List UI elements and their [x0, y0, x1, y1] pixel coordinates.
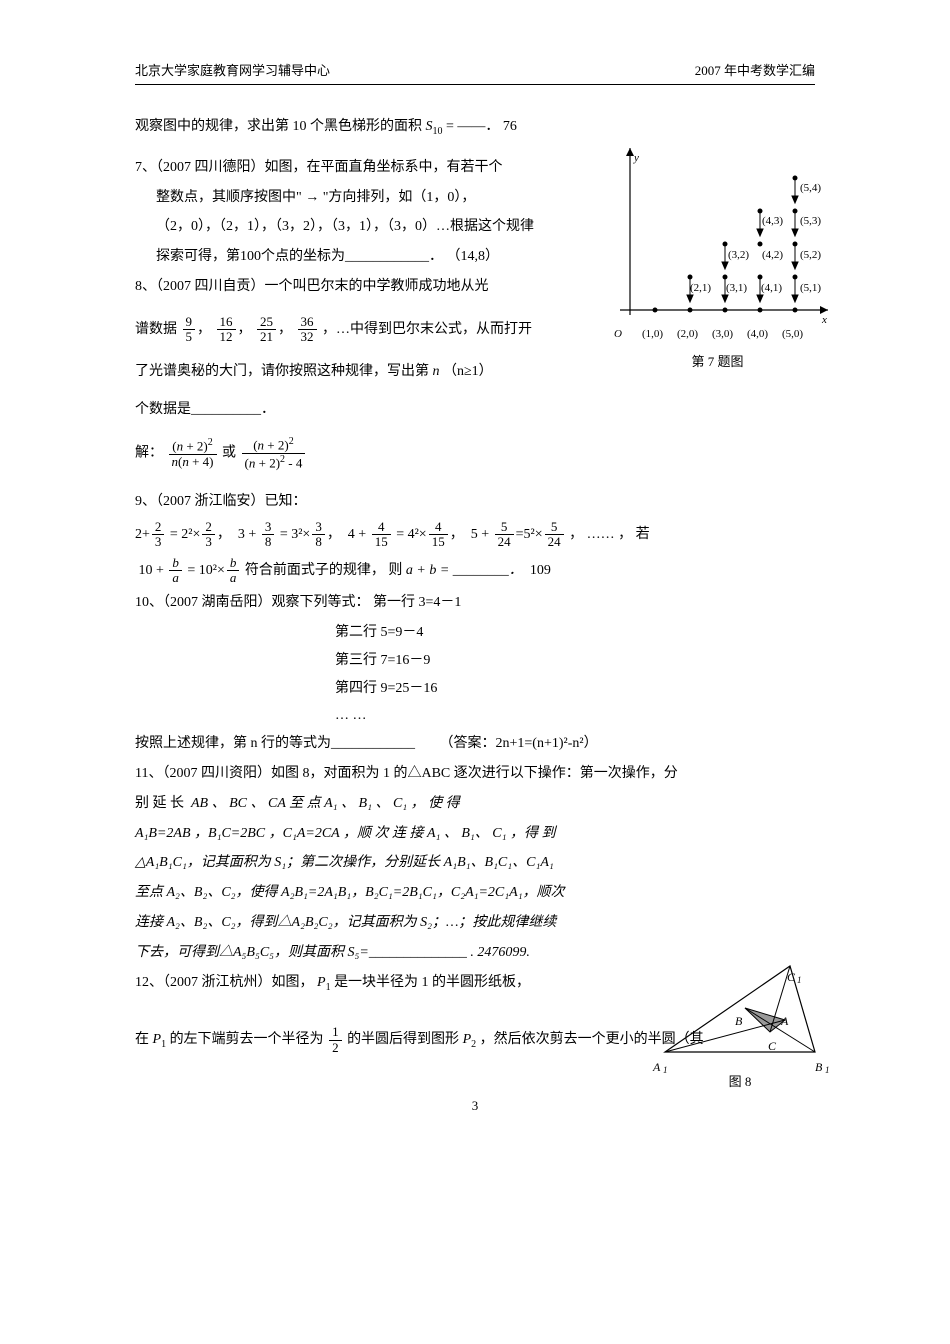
coordinate-plot: [600, 140, 835, 340]
problem-11-line1: 11、（2007 四川资阳）如图 8，对面积为 1 的△ABC 逐次进行以下操作…: [135, 762, 815, 786]
pt-4-1: (4,1): [761, 279, 782, 298]
figure-8: C1 A B C A1 B1 图 8: [655, 960, 825, 1080]
problem-8-solution: 解： (n + 2)2n(n + 4) 或 (n + 2)2(n + 2)2 -…: [135, 436, 815, 470]
pt-3-0: (3,0): [712, 325, 733, 344]
pt-3-2: (3,2): [728, 246, 749, 265]
pt-2-0: (2,0): [677, 325, 698, 344]
header-right: 2007 年中考数学汇编: [695, 60, 815, 82]
problem-11-line2: 别 延 长 AB 、 BC 、 CA 至 点 A₁ 、 B₁ 、 C₁ ， 使 …: [135, 792, 595, 816]
intro-line: 观察图中的规律，求出第 10 个黑色梯形的面积 S10 = ——． 76: [135, 115, 815, 140]
page-number: 3: [135, 1095, 815, 1117]
problem-7: 7、（2007 四川德阳）如图，在平面直角坐标系中，有若干个: [135, 156, 595, 180]
problem-8-line2: 谱数据 95， 1612， 2521， 3632 ，…中得到巴尔末公式，从而打开: [135, 315, 595, 345]
pt-4-3: (4,3): [762, 212, 783, 231]
pt-5-2: (5,2): [800, 246, 821, 265]
problem-7-line3: （2，0），（2，1），（3，2），（3，1），（3，0）…根据这个规律: [135, 215, 595, 239]
pt-5-3: (5,3): [800, 212, 821, 231]
p10-row3: 第三行 7=16－9: [335, 649, 815, 673]
figure-7-caption: 第 7 题图: [600, 351, 835, 373]
p10-row4: 第四行 9=25－16: [335, 677, 815, 701]
pt-5-4: (5,4): [800, 179, 821, 198]
problem-11-line4: △A₁B₁C₁，记其面积为 S₁；第二次操作，分别延长 A₁B₁、B₁C₁、C₁…: [135, 851, 595, 875]
header-left: 北京大学家庭教育网学习辅导中心: [135, 60, 330, 82]
pt-3-1: (3,1): [726, 279, 747, 298]
problem-10-line1: 10、（2007 湖南岳阳）观察下列等式： 第一行 3=4－1: [135, 591, 815, 615]
pt-4-2: (4,2): [762, 246, 783, 265]
pt-1-0: (1,0): [642, 325, 663, 344]
axis-y-label: y: [634, 149, 639, 168]
problem-11-line3: A₁B=2AB ，B₁C=2BC ，C₁A=2CA ，顺 次 连 接 A₁ 、 …: [135, 822, 595, 846]
problem-8-line4: 个数据是__________．: [135, 398, 815, 422]
figure-8-caption: 图 8: [655, 1071, 825, 1093]
p10-row2: 第二行 5=9－4: [335, 621, 815, 645]
problem-8-line1: 8、（2007 四川自贡）一个叫巴尔末的中学教师成功地从光: [135, 275, 595, 299]
origin-label: O: [614, 325, 622, 344]
pt-4-0: (4,0): [747, 325, 768, 344]
problem-9-line1: 9、（2007 浙江临安）已知：: [135, 490, 815, 514]
problem-10-conclude: 按照上述规律，第 n 行的等式为____________ （答案：2n+1=(n…: [135, 732, 815, 756]
p10-dots: … …: [335, 704, 815, 728]
axis-x-label: x: [822, 311, 827, 330]
problem-7-line2: 整数点，其顺序按图中" → "方向排列，如（1，0），: [135, 186, 595, 210]
problem-7-line4: 探索可得，第100个点的坐标为____________． （14,8）: [135, 245, 595, 269]
problem-11-line6: 连接 A₂、B₂、C₂，得到△A₂B₂C₂，记其面积为 S₂；…；按此规律继续: [135, 911, 595, 935]
pt-5-1: (5,1): [800, 279, 821, 298]
pt-5-0: (5,0): [782, 325, 803, 344]
pt-2-1: (2,1): [690, 279, 711, 298]
problem-9-last: 10 + ba = 10²×ba 符合前面式子的规律， 则 a + b = __…: [135, 556, 815, 586]
figure-7: y x O (5,4) (4,3) (5,3) (3,2) (4,2) (5,2…: [600, 140, 835, 355]
document-body: y x O (5,4) (4,3) (5,3) (3,2) (4,2) (5,2…: [135, 115, 815, 1055]
problem-11-line5: 至点 A₂、B₂、C₂，使得 A₂B₁=2A₁B₁，B₂C₁=2B₁C₁，C₂A…: [135, 881, 595, 905]
problem-9-eqs: 2+23 = 2²×23， 3 + 38 = 3²×38， 4 + 415 = …: [135, 520, 815, 550]
page-header: 北京大学家庭教育网学习辅导中心 2007 年中考数学汇编: [135, 60, 815, 85]
